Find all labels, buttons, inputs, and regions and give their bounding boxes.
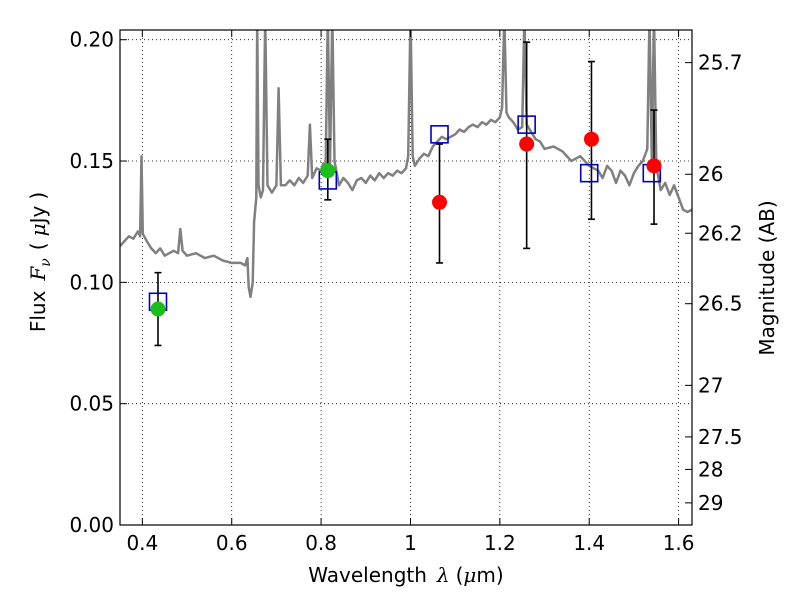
- x-axis-title: Wavelength λ (μm): [308, 563, 503, 587]
- y-axis-unit-rest: Jy: [26, 205, 50, 225]
- spectrum-line: [120, 30, 692, 299]
- magnitude-tick-label: 28: [698, 457, 723, 481]
- magnitude-tick-label: 25.7: [698, 51, 743, 75]
- x-axis-symbol: λ: [436, 563, 450, 587]
- grid-lines: [120, 30, 692, 525]
- error-bars: [154, 41, 658, 347]
- x-tick-label: 1.6: [663, 531, 695, 555]
- x-axis-unit-mu: μ: [463, 563, 476, 587]
- observed-circle-marker: [519, 136, 535, 152]
- model-photometry-squares: [148, 115, 662, 312]
- y-tick-label: 0.05: [69, 392, 114, 416]
- y-axis-ticks: 0.00 0.05 0.10 0.15 0.20: [69, 28, 127, 537]
- magnitude-tick-label: 26.2: [698, 221, 743, 245]
- y-tick-label: 0.10: [69, 270, 114, 294]
- magnitude-tick-label: 27.5: [698, 425, 743, 449]
- y-axis-label: Flux: [26, 290, 50, 332]
- x-tick-label: 1: [404, 531, 417, 555]
- observed-photometry-points: [150, 131, 662, 317]
- model-square-marker: [517, 115, 536, 134]
- model-spectrum: [120, 30, 692, 299]
- magnitude-tick-label: 27: [698, 373, 723, 397]
- magnitude-tick-label: 29: [698, 491, 723, 515]
- model-square-marker: [579, 163, 599, 183]
- y-axis-title: Flux Fν ( μJy): [26, 192, 54, 332]
- x-axis-label: Wavelength: [308, 563, 427, 587]
- plot-area: [120, 30, 692, 347]
- observed-circle-marker: [583, 131, 599, 147]
- y-axis-symbol: F: [26, 266, 50, 282]
- observed-circle-marker: [320, 163, 336, 179]
- magnitude-axis-title: Magnitude (AB): [755, 200, 779, 355]
- observed-circle-marker: [646, 158, 662, 174]
- x-tick-label: 1.2: [484, 531, 516, 555]
- magnitude-tick-label: 26: [698, 162, 723, 186]
- observed-circle-marker: [432, 194, 448, 210]
- x-axis-ticks: 0.4 0.6 0.8 1 1.2 1.4 1.6: [126, 30, 695, 555]
- magnitude-axis-ticks: 25.7 26 26.2 26.5 27 27.5 28 29: [685, 51, 743, 515]
- y-axis-unit-mu: μ: [26, 223, 50, 236]
- y-axis-subscript: ν: [38, 258, 54, 267]
- y-tick-label: 0.15: [69, 149, 114, 173]
- y-axis-unit-open: (: [26, 242, 50, 250]
- y-axis-unit-close: ): [26, 192, 50, 200]
- y-tick-label: 0.00: [69, 513, 114, 537]
- plot-frame: [119, 29, 693, 526]
- magnitude-tick-label: 26.5: [698, 292, 743, 316]
- x-tick-label: 0.8: [305, 531, 337, 555]
- x-tick-label: 0.4: [126, 531, 158, 555]
- observed-circle-marker: [150, 301, 166, 317]
- x-axis-unit-rest: m): [476, 563, 503, 587]
- x-tick-label: 1.4: [573, 531, 605, 555]
- x-tick-label: 0.6: [216, 531, 248, 555]
- y-tick-label: 0.20: [69, 28, 114, 52]
- model-square-marker: [430, 125, 449, 144]
- x-axis-unit-open: (: [456, 563, 464, 587]
